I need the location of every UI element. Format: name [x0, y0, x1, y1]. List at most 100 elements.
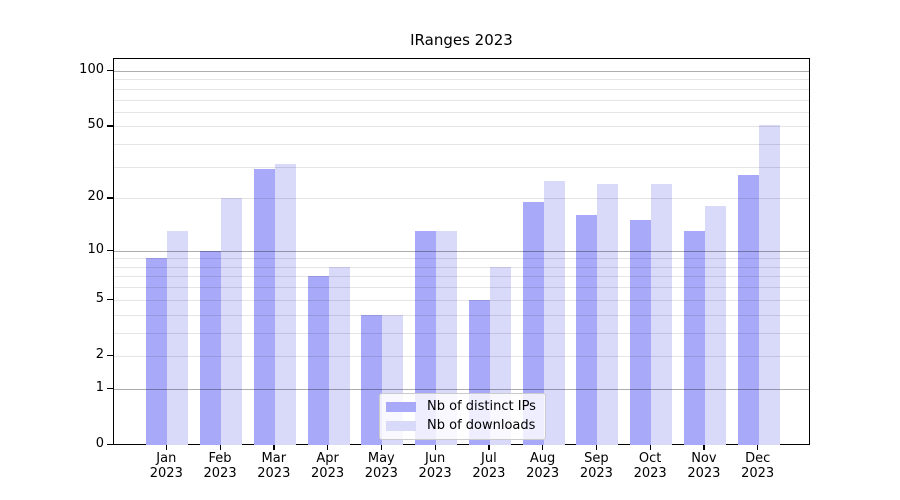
x-tick-label: Feb 2023 [188, 451, 252, 481]
bar-ips-mar [253, 169, 275, 445]
x-tick-label: Oct 2023 [618, 451, 682, 481]
bar-ips-sep [576, 215, 598, 445]
x-tick-mark [757, 445, 759, 450]
gridline-major [114, 388, 809, 390]
bar-downloads-aug [543, 180, 565, 445]
x-tick-mark [165, 445, 168, 450]
y-tick-label: 50 [87, 117, 104, 133]
x-tick-mark [649, 445, 651, 450]
x-tick-month: Jun [424, 451, 446, 466]
bar-ips-oct [630, 220, 652, 445]
legend-swatch [386, 421, 416, 431]
x-tick-mark [327, 445, 329, 450]
gridline-minor [114, 111, 809, 113]
bar-ips-aug [522, 202, 544, 445]
bar-downloads-oct [651, 184, 673, 445]
x-tick-year: 2023 [418, 466, 452, 481]
x-tick-month: Apr [316, 451, 339, 466]
gridline-minor [114, 332, 809, 334]
bar-ips-nov [683, 231, 705, 445]
bar-downloads-jan [167, 231, 189, 445]
x-tick-month: Dec [745, 451, 771, 466]
x-tick-month: May [367, 451, 395, 466]
gridline-minor [114, 126, 809, 128]
bar-ips-may [361, 314, 383, 445]
x-tick-year: 2023 [472, 466, 506, 481]
x-tick-label: Aug 2023 [511, 451, 575, 481]
x-tick-year: 2023 [741, 466, 775, 481]
y-tick-label: 2 [95, 346, 104, 362]
x-tick-month: Jul [481, 451, 497, 466]
gridline-minor [114, 355, 809, 357]
legend-label: Nb of distinct IPs [427, 399, 536, 414]
legend-item: Nb of distinct IPs [386, 399, 536, 415]
x-tick-month: Nov [691, 451, 717, 466]
x-tick-year: 2023 [257, 466, 291, 481]
y-tick-label: 100 [79, 61, 104, 77]
x-tick-mark [273, 445, 275, 450]
gridline-minor [114, 258, 809, 260]
chart-title: IRanges 2023 [410, 31, 513, 49]
x-tick-label: Apr 2023 [296, 451, 360, 481]
x-tick-label: Jun 2023 [403, 451, 467, 481]
x-tick-mark [542, 445, 544, 450]
x-tick-month: Jan [156, 451, 177, 466]
gridline-minor [114, 266, 809, 268]
bar-ips-jun [415, 231, 437, 445]
x-tick-year: 2023 [687, 466, 721, 481]
y-tick-mark [107, 387, 113, 390]
x-tick-label: Jan 2023 [134, 451, 198, 481]
bar-ips-feb [200, 250, 222, 445]
x-tick-year: 2023 [149, 466, 183, 481]
y-tick-mark [107, 354, 113, 357]
x-tick-year: 2023 [526, 466, 560, 481]
bar-downloads-apr [328, 266, 350, 445]
legend-swatch [386, 402, 416, 412]
bar-ips-apr [307, 276, 329, 445]
bar-downloads-dec [758, 124, 780, 445]
x-tick-year: 2023 [203, 466, 237, 481]
x-tick-mark [219, 445, 221, 450]
gridline-minor [114, 144, 809, 146]
x-tick-label: Jul 2023 [457, 451, 521, 481]
gridline-major [114, 250, 809, 252]
x-tick-month: Feb [208, 451, 232, 466]
bar-downloads-mar [274, 164, 296, 445]
y-tick-mark [107, 444, 113, 446]
legend: Nb of distinct IPs Nb of downloads [379, 393, 546, 440]
gridline-minor [114, 299, 809, 301]
y-tick-label: 1 [95, 379, 104, 395]
bar-downloads-sep [597, 184, 619, 445]
x-tick-mark [488, 445, 490, 450]
bar-ips-dec [737, 174, 759, 445]
gridline-major [114, 70, 809, 72]
x-tick-label: Nov 2023 [672, 451, 736, 481]
bar-ips-jan [146, 258, 168, 445]
bar-downloads-nov [704, 206, 726, 445]
bar-downloads-jun [436, 231, 458, 445]
y-tick-mark [107, 298, 113, 301]
y-tick-mark [107, 249, 113, 251]
x-tick-label: May 2023 [349, 451, 413, 481]
gridline-minor [114, 88, 809, 90]
gridline-minor [114, 99, 809, 101]
x-tick-year: 2023 [364, 466, 398, 481]
gridline-minor [114, 314, 809, 316]
y-tick-label: 0 [95, 436, 104, 451]
x-tick-month: Mar [261, 451, 287, 466]
gridline-minor [114, 79, 809, 81]
gridline-minor [114, 276, 809, 278]
x-tick-mark [595, 445, 598, 450]
y-tick-label: 5 [95, 290, 104, 306]
y-tick-mark [107, 69, 113, 72]
x-tick-mark [380, 445, 383, 450]
y-tick-label: 20 [87, 189, 104, 205]
x-tick-year: 2023 [311, 466, 345, 481]
y-tick-label: 10 [87, 241, 104, 257]
x-tick-month: Sep [584, 451, 609, 466]
legend-item: Nb of downloads [386, 418, 536, 434]
x-tick-year: 2023 [579, 466, 613, 481]
x-tick-mark [703, 445, 705, 450]
legend-label: Nb of downloads [427, 418, 536, 433]
